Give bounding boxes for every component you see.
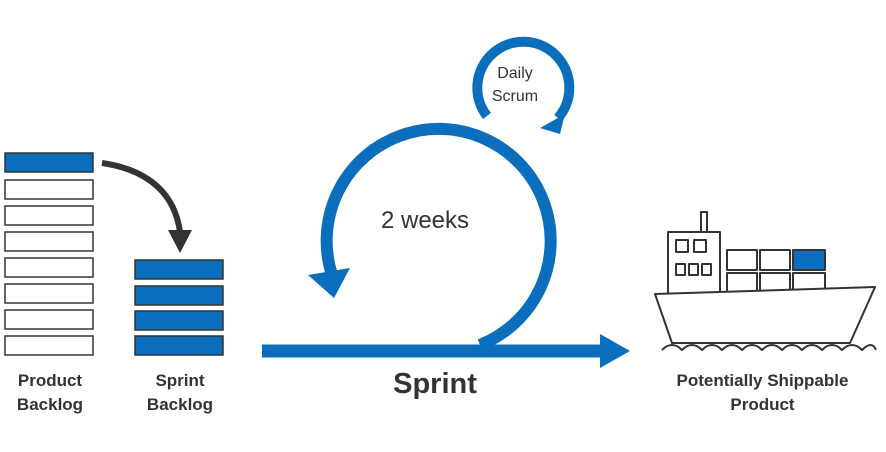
- sprint-backlog-item: [135, 311, 223, 330]
- daily-scrum-label-line1: Daily: [475, 62, 555, 85]
- product-backlog-item: [5, 206, 93, 225]
- sprint-backlog-label-line1: Sprint: [130, 369, 230, 393]
- product-backlog-item: [5, 336, 93, 355]
- product-backlog-item: [5, 258, 93, 277]
- sprint-label: Sprint: [360, 368, 510, 401]
- daily-scrum-label-line2: Scrum: [475, 85, 555, 108]
- product-backlog-item: [5, 180, 93, 199]
- product-backlog-item: [5, 310, 93, 329]
- curved-arrow-icon: [102, 163, 192, 253]
- product-backlog-label-line2: Backlog: [0, 393, 100, 417]
- loop-arrow-icon: [262, 129, 630, 368]
- shippable-label-line1: Potentially Shippable: [655, 369, 870, 393]
- product-backlog-item: [5, 232, 93, 251]
- container-ship-icon: [655, 212, 876, 350]
- product-backlog-label: Product Backlog: [0, 369, 100, 417]
- product-backlog-item-highlighted: [5, 153, 93, 172]
- sprint-backlog-label: Sprint Backlog: [130, 369, 230, 417]
- sprint-backlog-stack: [135, 260, 223, 355]
- sprint-backlog-label-line2: Backlog: [130, 393, 230, 417]
- sprint-backlog-item: [135, 286, 223, 305]
- sprint-backlog-item: [135, 260, 223, 279]
- product-backlog-stack: [5, 153, 93, 355]
- sprint-duration-label: 2 weeks: [365, 207, 485, 235]
- sprint-backlog-item: [135, 336, 223, 355]
- product-backlog-item: [5, 284, 93, 303]
- potentially-shippable-product-label: Potentially Shippable Product: [655, 369, 870, 417]
- product-backlog-label-line1: Product: [0, 369, 100, 393]
- daily-scrum-label: Daily Scrum: [475, 62, 555, 108]
- shippable-label-line2: Product: [655, 393, 870, 417]
